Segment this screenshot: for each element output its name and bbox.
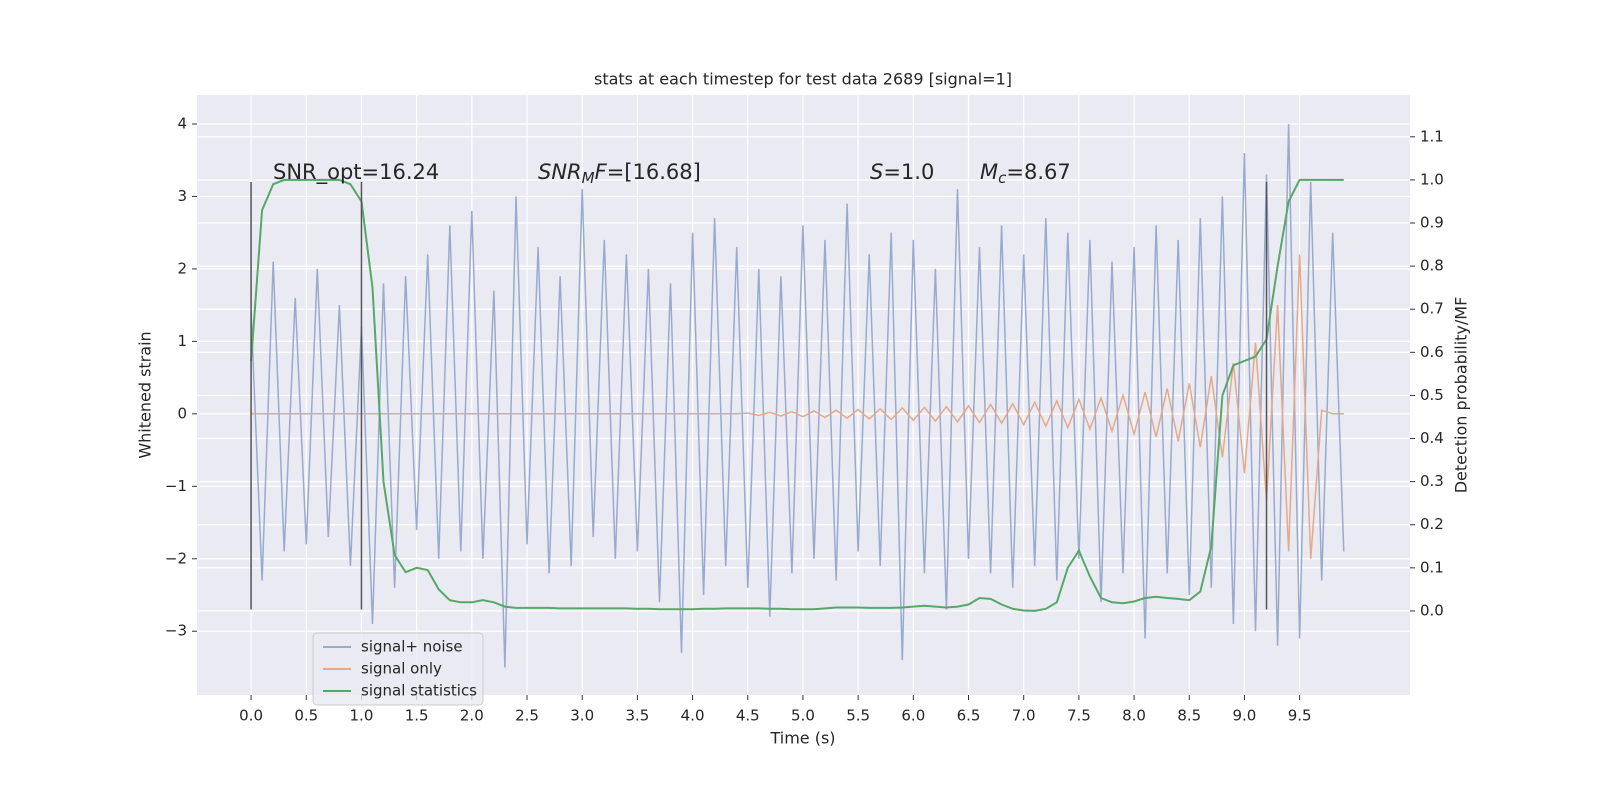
marks — [250, 123, 1345, 668]
y2-tick-label: 0.7 — [1420, 300, 1444, 318]
series-line — [250, 178, 1344, 612]
y2-tick-label: 1.0 — [1420, 170, 1444, 188]
x-tick-label: 7.0 — [1012, 707, 1036, 725]
x-tick-label: 2.5 — [515, 707, 539, 725]
x-tick-label: 1.5 — [405, 707, 429, 725]
annotation-text: SNR_opt=16.24 — [273, 160, 439, 185]
x-tick-label: 3.5 — [625, 707, 649, 725]
x-tick-label: 3.0 — [570, 707, 594, 725]
x-tick-label: 9.0 — [1233, 707, 1257, 725]
y2-tick-label: 0.2 — [1420, 515, 1444, 533]
y2-tick-label: 0.3 — [1420, 472, 1444, 490]
x-tick-label: 0.0 — [239, 707, 263, 725]
legend-label: signal statistics — [361, 682, 477, 700]
y2-tick-label: 0.9 — [1420, 214, 1444, 232]
annotation: Mc=8.67 — [980, 160, 1071, 187]
x-axis-label: Time (s) — [769, 729, 835, 748]
y2-tick-label: 1.1 — [1420, 127, 1444, 145]
annotation: SNR_opt=16.24 — [273, 160, 439, 185]
x-tick-label: 8.5 — [1177, 707, 1201, 725]
y-tick-label: 2 — [177, 259, 187, 277]
y2-axis-label: Detection probability/MF — [1452, 297, 1471, 494]
annotation: S=1.0 — [870, 160, 934, 184]
annotation: SNRMF=[16.68] — [538, 160, 701, 187]
y-tick-label: 0 — [177, 404, 187, 422]
y2-tick-label: 0.4 — [1420, 429, 1444, 447]
x-tick-label: 5.0 — [791, 707, 815, 725]
x-tick-label: 6.5 — [957, 707, 981, 725]
x-tick-label: 9.5 — [1288, 707, 1312, 725]
x-tick-label: 1.0 — [350, 707, 374, 725]
annotation-rest: =8.67 — [1006, 160, 1070, 184]
annotation-base: M — [980, 160, 998, 184]
x-tick-label: 2.0 — [460, 707, 484, 725]
overlay — [250, 178, 1344, 612]
y-tick-label: 4 — [177, 114, 187, 132]
chart-title: stats at each timestep for test data 268… — [594, 70, 1012, 89]
annotation-base: S — [870, 160, 883, 184]
x-tick-label: 4.0 — [681, 707, 705, 725]
legend-label: signal only — [361, 660, 442, 678]
x-tick-label: 4.5 — [736, 707, 760, 725]
y2-tick-label: 0.8 — [1420, 257, 1444, 275]
y-axis-label: Whitened strain — [136, 331, 155, 458]
series-line — [250, 123, 1345, 668]
y2-tick-label: 0.1 — [1420, 558, 1444, 576]
annotation-sub: M — [582, 169, 595, 187]
y-tick-label: −3 — [165, 622, 187, 640]
annotation-rest: =1.0 — [883, 160, 934, 184]
y2-tick-label: 0.0 — [1420, 601, 1444, 619]
annotation-rest: =[16.68] — [607, 160, 701, 184]
x-tick-label: 8.0 — [1122, 707, 1146, 725]
x-tick-label: 7.5 — [1067, 707, 1091, 725]
series-line — [251, 254, 1344, 559]
annotation-base: SNR — [538, 160, 582, 184]
y-tick-label: 3 — [177, 187, 187, 205]
legend-label: signal+ noise — [361, 638, 463, 656]
x-tick-label: 6.0 — [901, 707, 925, 725]
y2-tick-label: 0.6 — [1420, 343, 1444, 361]
y-tick-label: −2 — [165, 549, 187, 567]
y-tick-label: 1 — [177, 332, 187, 350]
x-tick-label: 5.5 — [846, 707, 870, 725]
x-tick-label: 0.5 — [294, 707, 318, 725]
annotation-sub: c — [998, 169, 1007, 187]
y2-tick-label: 0.5 — [1420, 386, 1444, 404]
y-tick-label: −1 — [165, 477, 187, 495]
annotation-rest: F — [595, 160, 608, 184]
legend-box — [312, 632, 484, 706]
